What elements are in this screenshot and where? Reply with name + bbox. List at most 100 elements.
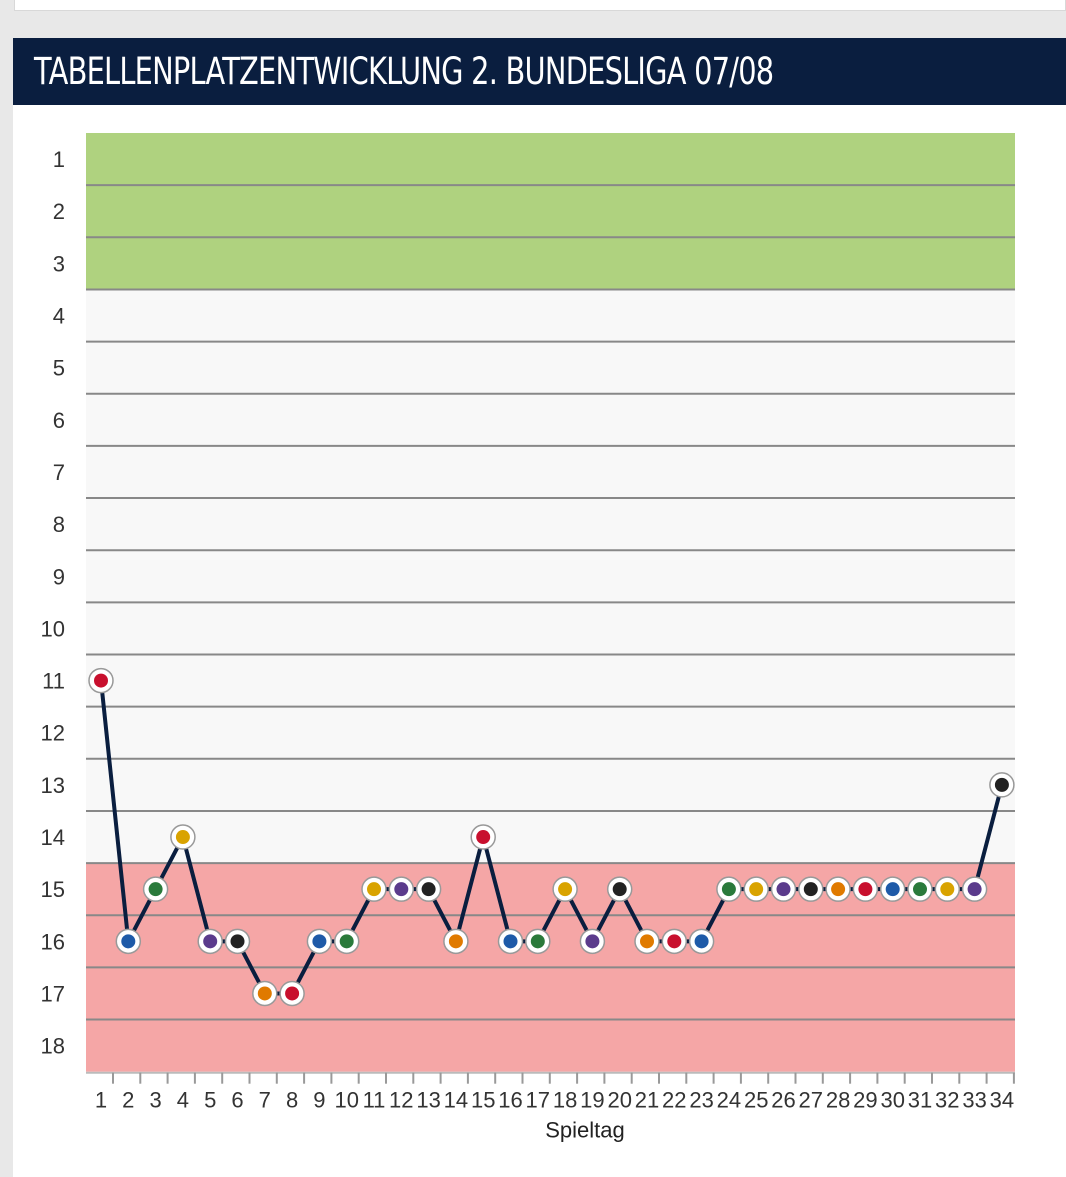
x-tick-label: 21 bbox=[635, 1088, 659, 1113]
x-tick-label: 4 bbox=[177, 1088, 189, 1113]
x-tick-label: 15 bbox=[471, 1088, 495, 1113]
y-tick-label: 12 bbox=[41, 721, 65, 746]
data-point[interactable] bbox=[142, 876, 169, 902]
data-point[interactable] bbox=[606, 876, 633, 902]
data-point[interactable] bbox=[361, 876, 387, 902]
y-tick-label: 15 bbox=[41, 877, 65, 902]
data-point[interactable] bbox=[661, 928, 688, 955]
x-tick-label: 9 bbox=[313, 1088, 325, 1113]
grid-lines bbox=[86, 184, 1015, 1021]
chart-title: TABELLENPLATZENTWICKLUNG 2. BUNDESLIGA 0… bbox=[34, 50, 774, 93]
data-point[interactable] bbox=[224, 928, 251, 955]
y-tick-label: 16 bbox=[41, 929, 65, 954]
top-card bbox=[14, 0, 1066, 11]
zone-band-1 bbox=[86, 133, 1015, 186]
y-tick-label: 11 bbox=[42, 669, 65, 694]
x-tick-label: 2 bbox=[122, 1088, 134, 1113]
x-tick-label: 34 bbox=[990, 1088, 1014, 1113]
data-point[interactable] bbox=[197, 928, 223, 955]
data-point[interactable] bbox=[88, 667, 114, 694]
zone-band-6 bbox=[86, 393, 1015, 446]
x-tick-label: 31 bbox=[908, 1088, 932, 1113]
data-point[interactable] bbox=[415, 876, 442, 902]
x-tick-label: 29 bbox=[853, 1088, 877, 1113]
series-points bbox=[88, 667, 1015, 1007]
data-point[interactable] bbox=[525, 928, 551, 955]
x-tick-label: 19 bbox=[580, 1088, 604, 1113]
data-point[interactable] bbox=[470, 824, 496, 850]
zone-band-12 bbox=[86, 706, 1015, 759]
x-tick-label: 28 bbox=[826, 1088, 850, 1113]
x-tick-label: 11 bbox=[363, 1088, 386, 1113]
y-tick-label: 13 bbox=[41, 773, 65, 798]
data-point[interactable] bbox=[688, 928, 715, 955]
y-tick-label: 6 bbox=[53, 408, 65, 433]
data-point[interactable] bbox=[743, 876, 769, 902]
data-point[interactable] bbox=[388, 876, 415, 902]
data-point[interactable] bbox=[716, 876, 742, 902]
y-tick-label: 10 bbox=[41, 616, 65, 641]
x-tick-label: 6 bbox=[231, 1088, 243, 1113]
data-point[interactable] bbox=[306, 928, 333, 955]
data-point[interactable] bbox=[333, 928, 360, 955]
x-tick-label: 14 bbox=[444, 1088, 468, 1113]
y-tick-label: 1 bbox=[53, 147, 65, 172]
x-tick-label: 17 bbox=[526, 1088, 550, 1113]
x-tick-label: 22 bbox=[662, 1088, 686, 1113]
data-point[interactable] bbox=[770, 876, 797, 902]
zone-band-13 bbox=[86, 758, 1015, 811]
zone-band-14 bbox=[86, 810, 1015, 864]
zone-band-11 bbox=[86, 654, 1015, 707]
x-tick-label: 3 bbox=[149, 1088, 161, 1113]
data-point[interactable] bbox=[907, 876, 933, 902]
x-tick-label: 18 bbox=[553, 1088, 577, 1113]
y-tick-label: 17 bbox=[41, 981, 65, 1006]
data-point[interactable] bbox=[825, 876, 851, 902]
data-point[interactable] bbox=[798, 876, 824, 902]
data-point[interactable] bbox=[961, 876, 988, 902]
data-point[interactable] bbox=[879, 876, 906, 902]
x-tick-label: 20 bbox=[607, 1088, 631, 1113]
y-tick-label: 18 bbox=[41, 1034, 65, 1059]
zone-band-10 bbox=[86, 602, 1015, 655]
zone-bands bbox=[86, 133, 1015, 1072]
zone-band-2 bbox=[86, 185, 1015, 238]
zone-band-18 bbox=[86, 1019, 1015, 1072]
data-point[interactable] bbox=[443, 928, 469, 955]
x-tick-label: 24 bbox=[717, 1088, 741, 1113]
x-tick-label: 26 bbox=[771, 1088, 795, 1113]
zone-band-9 bbox=[86, 550, 1015, 603]
y-tick-label: 14 bbox=[41, 825, 65, 850]
x-tick-label: 12 bbox=[389, 1088, 413, 1113]
x-tick-label: 30 bbox=[880, 1088, 904, 1113]
x-tick-label: 7 bbox=[259, 1088, 271, 1113]
y-tick-label: 7 bbox=[53, 460, 65, 485]
y-tick-label: 4 bbox=[53, 304, 65, 329]
x-tick-label: 5 bbox=[204, 1088, 216, 1113]
y-tick-label: 3 bbox=[53, 251, 65, 276]
data-point[interactable] bbox=[552, 876, 578, 902]
data-point[interactable] bbox=[634, 928, 660, 955]
x-tick-label: 32 bbox=[935, 1088, 959, 1113]
zone-band-4 bbox=[86, 289, 1015, 342]
data-point[interactable] bbox=[279, 980, 305, 1007]
x-tick-label: 25 bbox=[744, 1088, 768, 1113]
data-point[interactable] bbox=[497, 928, 524, 955]
zone-band-7 bbox=[86, 445, 1015, 499]
data-point[interactable] bbox=[115, 928, 142, 955]
data-point[interactable] bbox=[934, 876, 961, 902]
data-point[interactable] bbox=[989, 772, 1015, 798]
zone-band-3 bbox=[86, 237, 1015, 290]
data-point[interactable] bbox=[579, 928, 606, 955]
data-point[interactable] bbox=[252, 980, 278, 1007]
data-point[interactable] bbox=[170, 824, 196, 850]
x-axis-title: Spieltag bbox=[545, 1118, 625, 1143]
x-axis: 1 2 3 4 5 6 7 8 9 10 11 12 13 14 15 16 17 18 19 20 21 22 23 24 2… bbox=[86, 1071, 1015, 1113]
x-tick-label: 8 bbox=[286, 1088, 298, 1113]
series-polyline bbox=[99, 680, 1004, 996]
zone-band-5 bbox=[86, 341, 1015, 394]
data-point[interactable] bbox=[852, 876, 879, 902]
x-tick-label: 13 bbox=[416, 1088, 440, 1113]
